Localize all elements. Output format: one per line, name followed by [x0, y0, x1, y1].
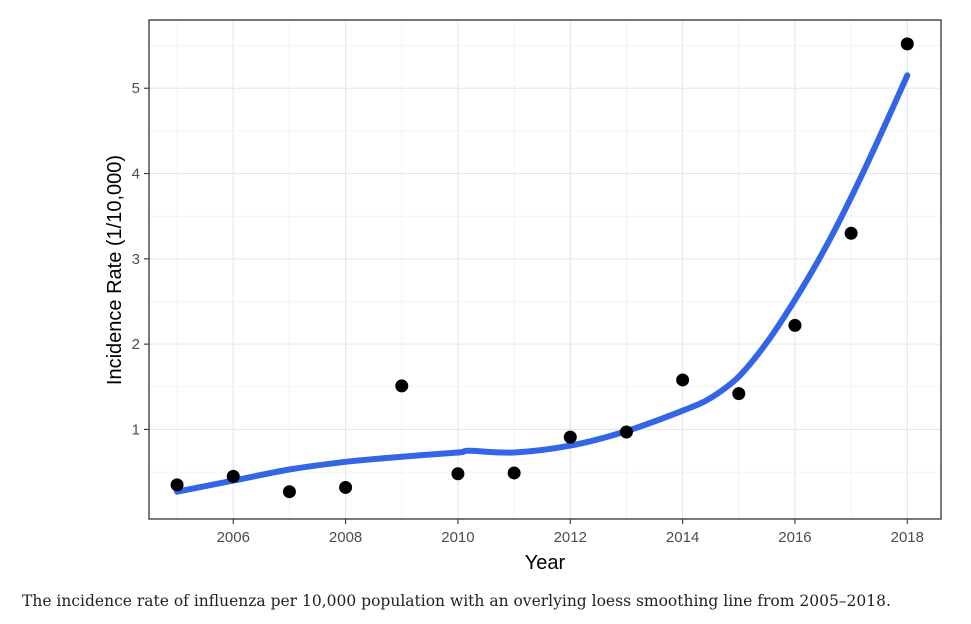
figure-caption: The incidence rate of influenza per 10,0… [22, 592, 891, 610]
x-tick-label: 2016 [778, 529, 811, 546]
x-tick-label: 2008 [329, 529, 362, 546]
data-point-2018 [900, 37, 914, 51]
x-axis-ticks: 2006 2008 2010 2012 2014 2016 2018 [217, 519, 924, 546]
data-point-2008 [339, 480, 353, 494]
x-tick-label: 2018 [891, 529, 924, 546]
plot-panel-border [148, 19, 942, 520]
y-tick-label: 4 [132, 166, 140, 183]
data-point-2010 [451, 467, 465, 481]
data-point-2006 [226, 469, 240, 483]
data-point-2005 [170, 478, 184, 492]
x-tick-label: 2006 [217, 529, 250, 546]
data-point-2013 [619, 425, 633, 439]
minor-gridlines [149, 20, 941, 519]
data-point-2017 [844, 226, 858, 240]
y-tick-label: 1 [132, 421, 140, 438]
x-tick-label: 2010 [441, 529, 474, 546]
data-point-2012 [563, 430, 577, 444]
y-tick-label: 2 [132, 336, 140, 353]
x-tick-label: 2014 [666, 529, 699, 546]
data-point-2015 [732, 387, 746, 401]
y-axis-ticks: 1 2 3 4 5 [132, 80, 149, 438]
data-point-2011 [507, 466, 521, 480]
y-axis-title: Incidence Rate (1/10,000) [104, 155, 126, 385]
y-tick-label: 5 [132, 80, 140, 97]
data-point-2016 [788, 318, 802, 332]
plot-panel-background [149, 20, 941, 519]
data-point-2007 [282, 485, 296, 499]
x-tick-label: 2012 [554, 529, 587, 546]
y-tick-label: 3 [132, 251, 140, 268]
data-point-2014 [676, 373, 690, 387]
major-gridlines [149, 20, 941, 519]
data-point-2009 [395, 379, 409, 393]
x-axis-title: Year [525, 552, 566, 574]
data-points [170, 37, 914, 499]
